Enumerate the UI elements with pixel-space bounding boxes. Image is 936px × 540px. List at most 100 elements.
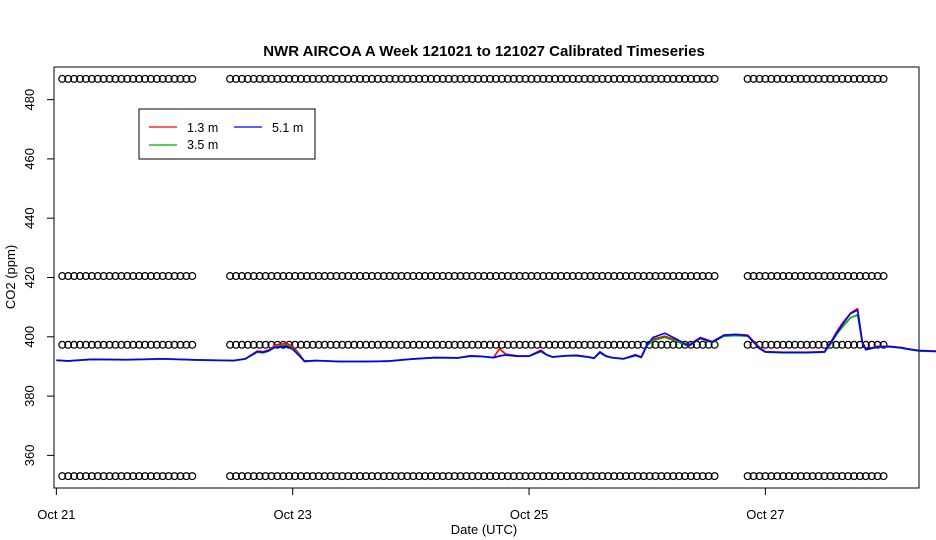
marker-3-0-2 bbox=[70, 472, 79, 481]
marker-1-1-35 bbox=[432, 272, 441, 281]
marker-1-1-24 bbox=[367, 272, 376, 281]
x-tick-label-3: Oct 27 bbox=[746, 507, 784, 522]
marker-1-1-21 bbox=[350, 272, 359, 281]
y-tick-label-5: 460 bbox=[22, 148, 37, 170]
marker-2-1-42 bbox=[474, 340, 483, 349]
marker-2-0-18 bbox=[164, 340, 173, 349]
marker-0-1-58 bbox=[568, 74, 577, 83]
marker-2-1-69 bbox=[633, 340, 642, 349]
marker-1-1-78 bbox=[686, 272, 695, 281]
marker-0-1-71 bbox=[645, 74, 654, 83]
marker-1-1-59 bbox=[574, 272, 583, 281]
marker-0-1-21 bbox=[350, 74, 359, 83]
marker-1-0-21 bbox=[182, 272, 191, 281]
marker-3-1-53 bbox=[539, 472, 548, 481]
marker-0-1-23 bbox=[361, 74, 370, 83]
marker-0-0-0 bbox=[58, 74, 67, 83]
marker-2-2-6 bbox=[779, 340, 788, 349]
marker-3-1-8 bbox=[273, 472, 282, 481]
marker-0-0-20 bbox=[176, 74, 185, 83]
marker-1-1-48 bbox=[509, 272, 518, 281]
marker-1-0-11 bbox=[123, 272, 132, 281]
marker-1-0-8 bbox=[105, 272, 114, 281]
marker-2-1-48 bbox=[509, 340, 518, 349]
marker-0-1-19 bbox=[338, 74, 347, 83]
marker-3-1-77 bbox=[681, 472, 690, 481]
marker-0-0-12 bbox=[129, 74, 138, 83]
marker-2-2-9 bbox=[796, 340, 805, 349]
marker-0-2-2 bbox=[755, 74, 764, 83]
marker-2-1-74 bbox=[663, 340, 672, 349]
marker-3-1-22 bbox=[356, 472, 365, 481]
marker-2-1-60 bbox=[580, 340, 589, 349]
marker-3-0-4 bbox=[81, 472, 90, 481]
marker-1-1-81 bbox=[704, 272, 713, 281]
marker-1-1-37 bbox=[444, 272, 453, 281]
marker-0-1-4 bbox=[249, 74, 258, 83]
legend-label-3-5m: 3.5 m bbox=[187, 138, 218, 152]
marker-1-1-7 bbox=[267, 272, 276, 281]
marker-2-0-1 bbox=[64, 340, 73, 349]
marker-0-0-11 bbox=[123, 74, 132, 83]
marker-1-1-14 bbox=[308, 272, 317, 281]
marker-0-2-15 bbox=[832, 74, 841, 83]
marker-2-1-31 bbox=[409, 340, 418, 349]
marker-1-0-18 bbox=[164, 272, 173, 281]
marker-2-0-9 bbox=[111, 340, 120, 349]
marker-2-1-45 bbox=[491, 340, 500, 349]
marker-0-2-5 bbox=[773, 74, 782, 83]
marker-0-1-24 bbox=[367, 74, 376, 83]
marker-1-0-1 bbox=[64, 272, 73, 281]
marker-3-1-0 bbox=[226, 472, 235, 481]
marker-0-1-44 bbox=[486, 74, 495, 83]
marker-3-2-16 bbox=[838, 472, 847, 481]
marker-1-0-14 bbox=[140, 272, 149, 281]
marker-2-0-14 bbox=[140, 340, 149, 349]
marker-3-1-28 bbox=[391, 472, 400, 481]
marker-2-1-58 bbox=[568, 340, 577, 349]
marker-2-1-44 bbox=[486, 340, 495, 349]
marker-0-1-27 bbox=[385, 74, 394, 83]
marker-3-1-17 bbox=[326, 472, 335, 481]
marker-1-1-57 bbox=[562, 272, 571, 281]
marker-3-1-39 bbox=[456, 472, 465, 481]
marker-0-1-45 bbox=[491, 74, 500, 83]
marker-3-1-2 bbox=[237, 472, 246, 481]
y-tick-label-1: 380 bbox=[22, 385, 37, 407]
marker-1-2-18 bbox=[850, 272, 859, 281]
marker-3-0-22 bbox=[188, 472, 197, 481]
legend-box bbox=[138, 108, 316, 160]
marker-1-1-39 bbox=[456, 272, 465, 281]
marker-3-2-1 bbox=[749, 472, 758, 481]
marker-3-1-24 bbox=[367, 472, 376, 481]
marker-2-2-13 bbox=[820, 340, 829, 349]
marker-2-1-66 bbox=[616, 340, 625, 349]
marker-1-1-19 bbox=[338, 272, 347, 281]
marker-0-1-9 bbox=[279, 74, 288, 83]
marker-1-1-58 bbox=[568, 272, 577, 281]
marker-3-1-54 bbox=[545, 472, 554, 481]
marker-3-1-25 bbox=[373, 472, 382, 481]
marker-0-1-49 bbox=[515, 74, 524, 83]
marker-3-2-11 bbox=[808, 472, 817, 481]
marker-2-1-1 bbox=[231, 340, 240, 349]
marker-3-1-5 bbox=[255, 472, 264, 481]
marker-3-0-11 bbox=[123, 472, 132, 481]
marker-3-0-6 bbox=[93, 472, 102, 481]
marker-1-1-13 bbox=[302, 272, 311, 281]
marker-2-1-16 bbox=[320, 340, 329, 349]
marker-0-1-33 bbox=[421, 74, 430, 83]
marker-1-1-25 bbox=[373, 272, 382, 281]
marker-3-1-70 bbox=[639, 472, 648, 481]
marker-2-0-6 bbox=[93, 340, 102, 349]
marker-3-2-10 bbox=[802, 472, 811, 481]
x-tick-label-0: Oct 21 bbox=[37, 507, 75, 522]
y-axis: 360 380 400 420 440 460 480 bbox=[22, 89, 54, 466]
marker-3-1-23 bbox=[361, 472, 370, 481]
marker-3-0-15 bbox=[146, 472, 155, 481]
marker-1-1-63 bbox=[598, 272, 607, 281]
marker-2-0-5 bbox=[87, 340, 96, 349]
marker-2-1-73 bbox=[657, 340, 666, 349]
marker-1-1-42 bbox=[474, 272, 483, 281]
marker-0-1-26 bbox=[379, 74, 388, 83]
